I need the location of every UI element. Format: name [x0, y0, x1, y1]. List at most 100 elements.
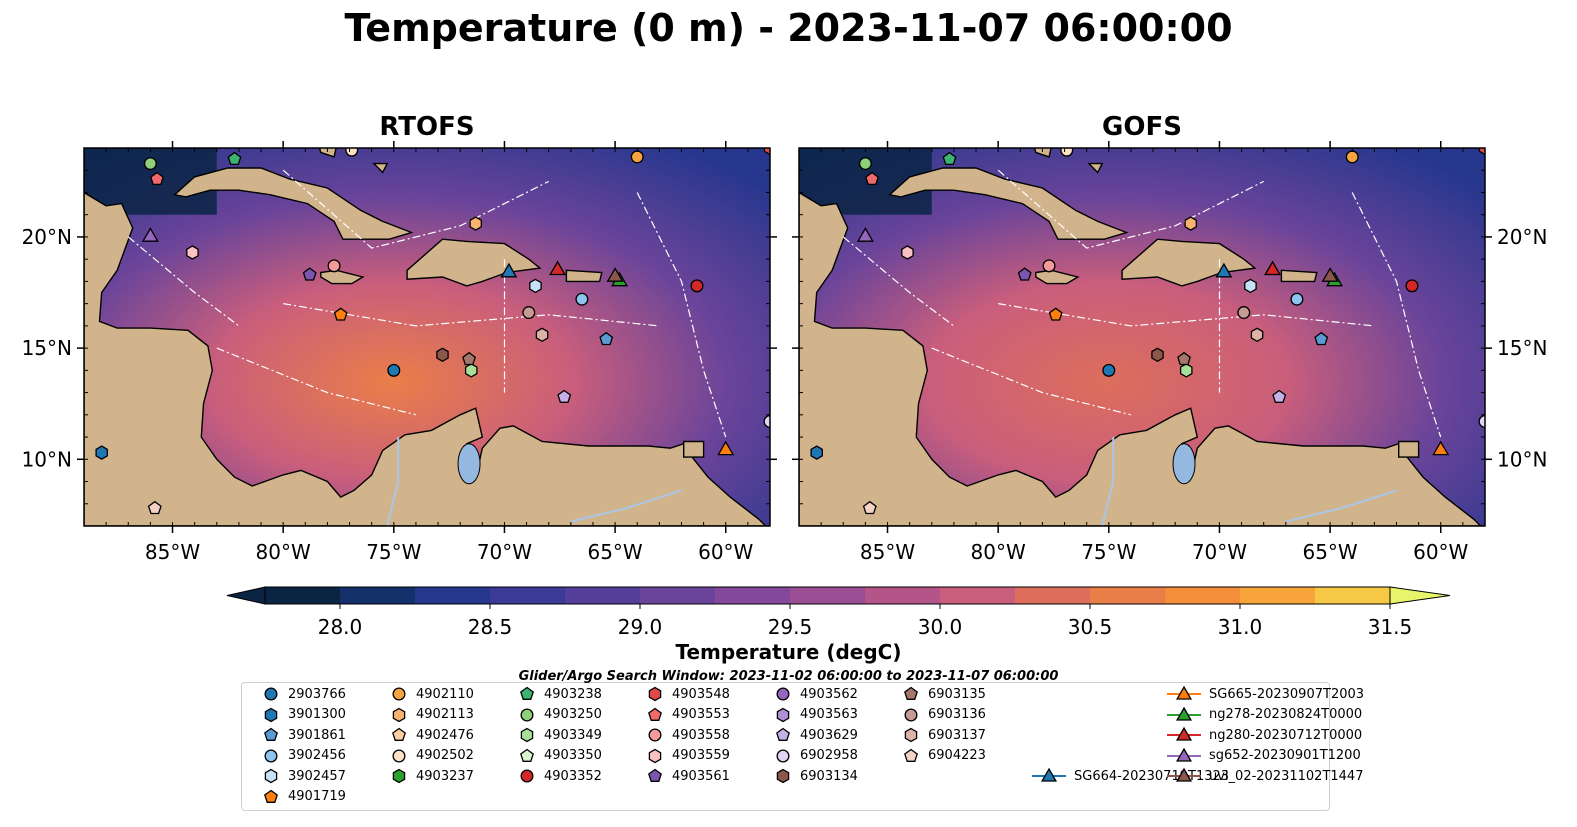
platform-marker-3901861: [1314, 331, 1329, 346]
legend-item: 6903136: [902, 706, 986, 726]
map-panel-rtofs: 85°W 80°W 75°W 70°W 65°W 60°W 20°N 15°N 10°N: [22, 141, 777, 564]
temperature-colorbar: 28.0 28.5 29.0 29.5 30.0 30.5 31.0 31.5: [226, 586, 1451, 639]
legend-label: ng280-20230712T0000: [1209, 727, 1363, 743]
colorbar-segment: [1315, 587, 1391, 604]
x-tick-label: 70°W: [1192, 540, 1247, 564]
colorbar-extend-high: [1389, 586, 1451, 605]
eez-boundary: [127, 236, 240, 327]
colorbar-segment: [1165, 587, 1241, 604]
legend-label: 4903548: [672, 686, 730, 702]
land-mass: [888, 167, 1129, 240]
land-mass: [84, 191, 770, 526]
y-tick-label: 10°N: [22, 447, 72, 471]
x-tick-label: 85°W: [145, 540, 200, 564]
eez-boundary: [636, 192, 727, 438]
land-mass: [372, 162, 389, 174]
platform-marker-SG665-20230907T2003: [1432, 440, 1450, 456]
legend-marker: [648, 707, 662, 721]
platform-marker-6903137: [535, 327, 549, 343]
colorbar-segment: [1015, 587, 1091, 604]
platform-marker-4902113: [469, 216, 482, 231]
legend-marker: [520, 748, 534, 762]
legend-label: 4903352: [544, 768, 602, 784]
legend-marker-icon: [264, 789, 278, 803]
eez-boundary: [282, 169, 549, 249]
legend-label: 3901861: [288, 727, 346, 743]
platform-marker-6903134: [1151, 347, 1164, 363]
platform-marker-4903237: [966, 140, 977, 143]
land-mass: [406, 238, 542, 287]
platform-marker-ng280-20230712T0000: [549, 260, 567, 276]
colorbar-segment: [1090, 587, 1166, 604]
y-tick-label: 15°N: [22, 336, 72, 360]
land-mass: [173, 167, 414, 240]
platform-marker-4903352: [690, 279, 704, 293]
land-mass: [1087, 162, 1104, 174]
legend-marker: [648, 748, 662, 763]
platform-marker-4903558: [327, 259, 341, 273]
legend-item: 4902110: [390, 685, 474, 705]
legend-marker: [904, 708, 918, 721]
platform-marker-3902456: [575, 292, 589, 306]
legend-marker: [264, 727, 278, 741]
colorbar-segment: [415, 587, 491, 604]
legend-item: 4903237: [390, 767, 474, 787]
platform-marker-4901719: [333, 307, 348, 321]
legend-marker: [776, 707, 790, 722]
platform-marker-4903238: [227, 151, 242, 166]
legend-item: 4903553: [646, 706, 730, 726]
legend-marker: [1175, 726, 1193, 741]
legend-item: 4902476: [390, 726, 474, 746]
legend-marker-icon: [264, 727, 278, 741]
colorbar-segment: [565, 587, 641, 604]
legend-marker: [264, 749, 278, 762]
colorbar-tick-label: 28.5: [468, 615, 513, 639]
legend-item: 3902456: [262, 747, 346, 767]
y-tick-label: 20°N: [1497, 225, 1547, 249]
map-panel-gofs: 85°W 80°W 75°W 70°W 65°W 60°W 20°N 15°N 10°N: [792, 140, 1547, 564]
platform-marker-4903250: [143, 157, 157, 171]
legend-marker: [776, 768, 790, 784]
legend-marker: [1175, 706, 1193, 721]
platform-marker-4901719: [1048, 307, 1063, 321]
legend-marker: [776, 727, 790, 741]
x-tick-label: 80°W: [256, 540, 311, 564]
platform-marker-4903238: [942, 151, 957, 166]
x-tick-label: 75°W: [366, 540, 421, 564]
colorbar-tick-label: 29.0: [618, 615, 663, 639]
legend-label: 6902958: [800, 748, 858, 763]
legend-marker: [520, 686, 534, 700]
legend-item: 3902457: [262, 767, 346, 787]
land-mass: [318, 148, 337, 158]
legend-label: 6903135: [928, 686, 986, 702]
land-mass: [1121, 238, 1257, 287]
legend-marker: [776, 687, 790, 701]
colorbar-segment: [790, 587, 866, 604]
colorbar-extend-low: [226, 586, 266, 605]
land-mass: [799, 191, 1485, 526]
platform-marker-4903349: [464, 363, 478, 378]
legend-item: 4903559: [646, 747, 730, 767]
legend-item: 4903250: [518, 706, 602, 726]
legend-item: 4901719: [262, 788, 346, 808]
legend-marker-icon: [1032, 767, 1066, 782]
x-tick-label: 85°W: [860, 540, 915, 564]
legend-item: 4903352: [518, 767, 602, 787]
legend-marker-icon: [520, 748, 534, 762]
x-tick-label: 70°W: [477, 540, 532, 564]
legend-marker-icon: [648, 728, 662, 742]
river: [570, 489, 682, 523]
river: [1285, 489, 1397, 523]
legend-label: 4903238: [544, 686, 602, 702]
legend-marker-icon: [264, 707, 278, 722]
platform-marker-4903558: [1042, 259, 1056, 273]
platform-marker-uvi_02-20231102T1447: [606, 267, 624, 282]
colorbar-segment: [715, 587, 791, 604]
colorbar-segment: [340, 587, 416, 604]
panel-title-gofs: GOFS: [1102, 112, 1182, 142]
platform-marker-4903629: [557, 389, 572, 403]
platform-marker-3902456: [1290, 292, 1304, 306]
legend-marker-icon: [776, 707, 790, 722]
map-content: [799, 140, 1485, 526]
legend-marker-icon: [648, 768, 662, 782]
